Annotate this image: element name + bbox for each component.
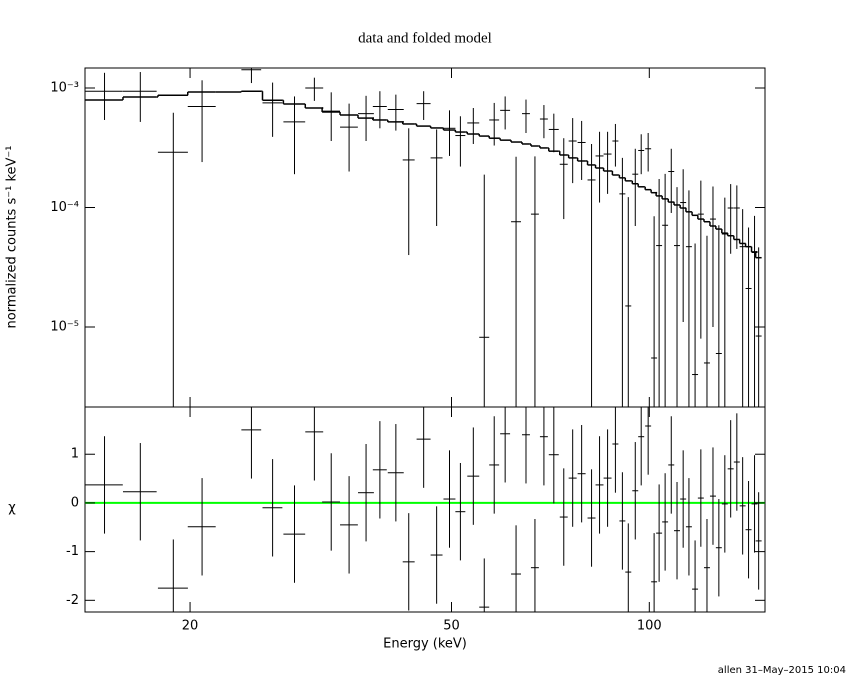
x-axis-label: Energy (keV)	[383, 637, 467, 652]
x-tick-label: 100	[637, 619, 662, 634]
residual-axis-label: χ	[8, 501, 16, 516]
y-tick-label: 1	[71, 447, 79, 462]
y-tick-label: -2	[66, 593, 79, 608]
y-tick-label: -1	[66, 544, 79, 559]
y-axis-label: normalized counts s⁻¹ keV⁻¹	[5, 146, 20, 329]
y-tick-label: 10⁻³	[50, 80, 79, 95]
top-plot	[85, 68, 762, 407]
y-tick-label: 0	[71, 495, 79, 510]
y-tick-label: 10⁻⁴	[50, 200, 79, 215]
chart-title: data and folded model	[358, 30, 492, 46]
x-tick-label: 20	[182, 619, 199, 634]
bottom-frame	[84, 406, 766, 613]
x-tick-label: 50	[443, 619, 460, 634]
y-tick-label: 10⁻⁵	[50, 319, 79, 334]
residual-plot	[85, 407, 765, 612]
footer: allen 31–May–2015 10:04	[718, 665, 846, 676]
top-frame	[84, 67, 766, 408]
